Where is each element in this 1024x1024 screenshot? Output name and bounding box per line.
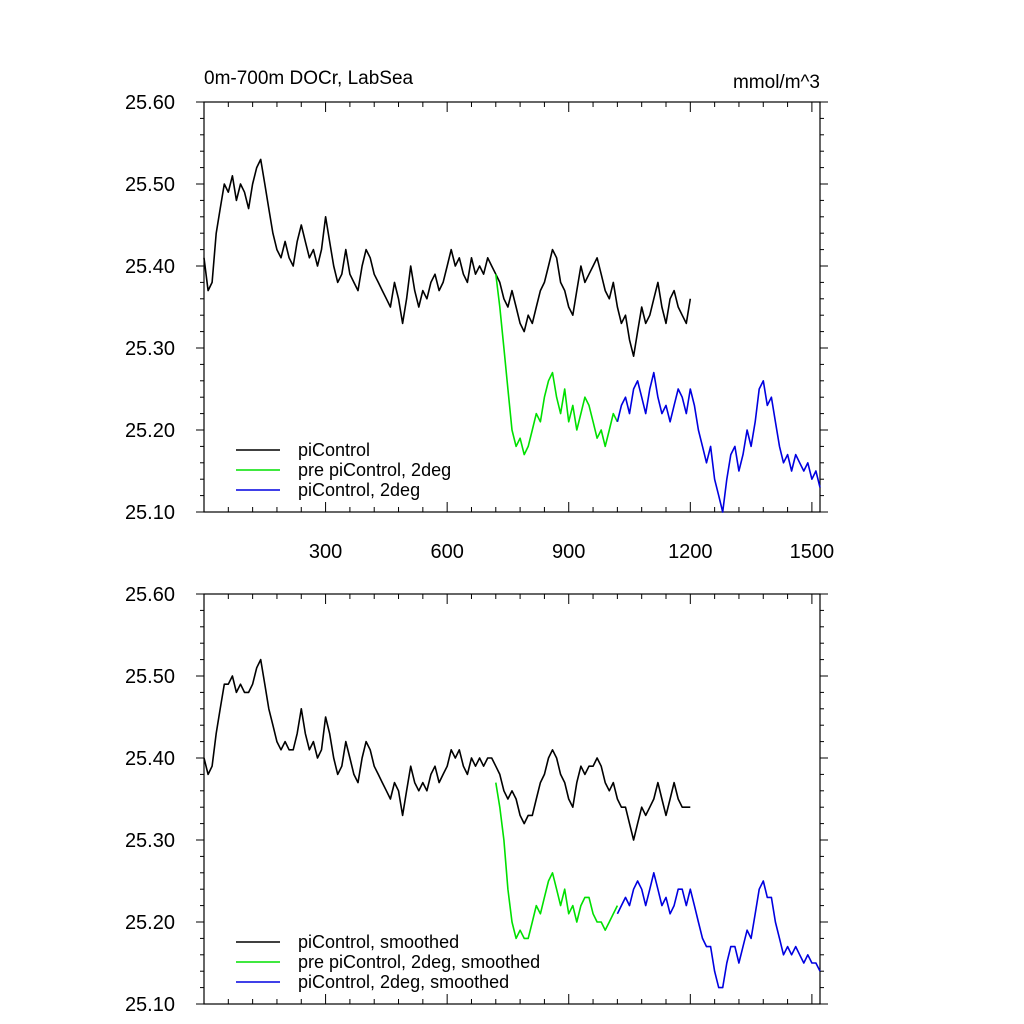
y-tick-label: 25.60 xyxy=(125,92,175,114)
series-lines-bottom xyxy=(203,658,821,989)
bottom-panel: 25.10 25.20 25.30 25.40 25.50 25.60 piControl… xyxy=(125,584,828,1016)
x-tick-label: 1200 xyxy=(668,541,713,563)
axis-ticks-bottom xyxy=(196,593,828,1005)
series-line-picontrol-2deg xyxy=(616,371,821,513)
axis-ticks-top xyxy=(196,101,828,513)
y-tick-label: 25.30 xyxy=(125,830,175,852)
y-tick-label: 25.10 xyxy=(125,994,175,1016)
series-line-pre-picontrol-2deg-smoothed xyxy=(495,782,619,940)
legend-label: piControl, 2deg xyxy=(298,480,420,500)
series-line-picontrol-2deg-smoothed xyxy=(616,871,821,989)
x-tick-labels-top: 300 600 900 1200 1500 xyxy=(309,541,834,563)
y-tick-label: 25.20 xyxy=(125,912,175,934)
y-tick-label: 25.40 xyxy=(125,256,175,278)
units-label: mmol/m^3 xyxy=(733,72,820,93)
series-lines-top xyxy=(203,158,821,513)
y-tick-labels-bottom: 25.10 25.20 25.30 25.40 25.50 25.60 xyxy=(125,584,175,1016)
legend-label: piControl xyxy=(298,440,370,460)
y-tick-label: 25.50 xyxy=(125,174,175,196)
x-tick-label: 900 xyxy=(552,541,585,563)
series-line-picontrol xyxy=(203,158,692,358)
top-panel: 0m-700m DOCr, LabSea mmol/m^3 25.10 25.20… xyxy=(125,68,834,563)
plot-frame-top xyxy=(203,101,821,513)
plot-frame-bottom xyxy=(203,593,821,1005)
y-tick-label: 25.40 xyxy=(125,748,175,770)
y-tick-label: 25.10 xyxy=(125,502,175,524)
series-line-pre-picontrol-2deg xyxy=(495,274,619,456)
legend-label: pre piControl, 2deg xyxy=(298,460,451,480)
y-tick-label: 25.50 xyxy=(125,666,175,688)
y-tick-label: 25.30 xyxy=(125,338,175,360)
legend-label: piControl, smoothed xyxy=(298,932,459,952)
y-tick-label: 25.20 xyxy=(125,420,175,442)
series-line-picontrol-smoothed xyxy=(203,658,691,841)
legend-label: piControl, 2deg, smoothed xyxy=(298,972,509,992)
x-tick-label: 600 xyxy=(430,541,463,563)
chart-title: 0m-700m DOCr, LabSea xyxy=(204,68,414,89)
x-tick-label: 1500 xyxy=(790,541,835,563)
y-tick-label: 25.60 xyxy=(125,584,175,606)
y-tick-labels-top: 25.10 25.20 25.30 25.40 25.50 25.60 xyxy=(125,92,175,524)
x-tick-label: 300 xyxy=(309,541,342,563)
legend-label: pre piControl, 2deg, smoothed xyxy=(298,952,540,972)
